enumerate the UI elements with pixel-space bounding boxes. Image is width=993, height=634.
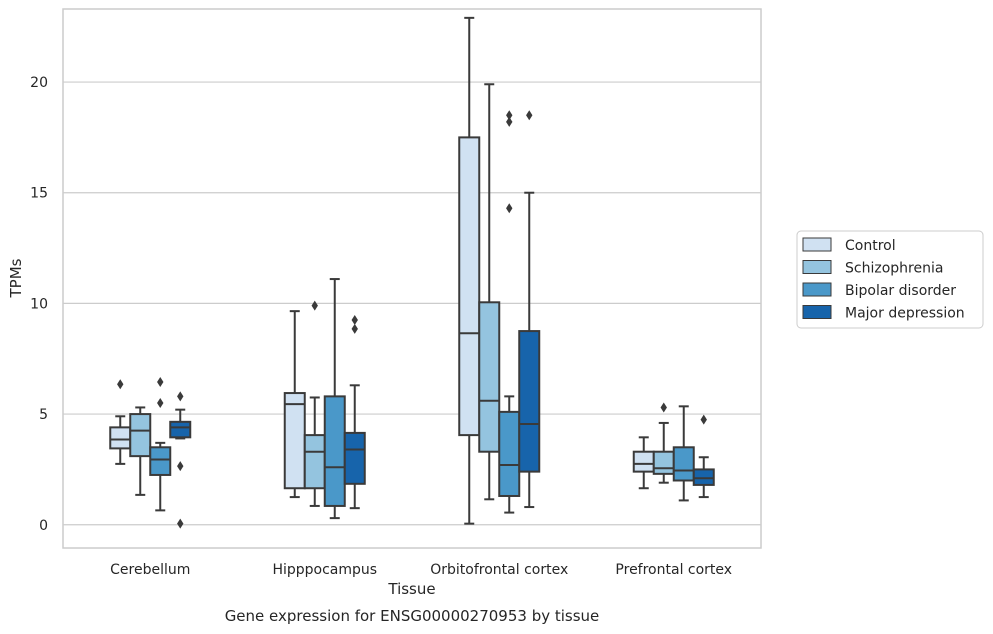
box <box>672 446 695 482</box>
box-group-orbitofrontal-cortex <box>458 16 541 525</box>
box <box>303 434 326 490</box>
box <box>129 413 152 458</box>
x-tick-label: Cerebellum <box>110 562 190 578</box>
outlier-point <box>506 116 513 127</box>
box-groups <box>109 16 715 529</box>
box <box>478 301 501 453</box>
outlier-point <box>506 203 513 214</box>
outlier-point <box>117 379 124 390</box>
outlier-point <box>157 398 164 409</box>
outlier-point <box>351 323 358 334</box>
legend-label: Control <box>845 238 896 254</box>
x-tick-label: Orbitofrontal cortex <box>430 562 568 578</box>
legend-swatch <box>802 260 832 274</box>
box <box>632 450 655 473</box>
box <box>149 446 172 476</box>
box <box>652 450 675 475</box>
y-tick-label: 20 <box>30 75 48 91</box>
box-group-cerebellum <box>109 376 192 529</box>
outlier-point <box>660 402 667 413</box>
y-tick-label: 15 <box>30 186 48 202</box>
legend-label: Major depression <box>845 306 965 322</box>
box-group-hipppocampus <box>283 278 366 520</box>
box <box>109 426 132 450</box>
y-tick-labels: 0 5 10 15 20 <box>30 75 48 534</box>
box <box>518 330 541 473</box>
box <box>169 420 192 439</box>
x-tick-labels: Cerebellum Hipppocampus Orbitofrontal cort… <box>110 562 732 578</box>
x-tick-label: Prefrontal cortex <box>615 562 732 578</box>
y-tick-label: 5 <box>39 407 48 423</box>
x-tick-label: Hipppocampus <box>272 562 377 578</box>
box <box>498 410 521 497</box>
legend-label: Bipolar disorder <box>845 283 956 299</box>
box-group-prefrontal-cortex <box>632 402 715 502</box>
y-axis-label: TPMs <box>7 258 25 298</box>
y-tick-label: 10 <box>30 296 48 312</box>
legend-frame <box>796 230 984 329</box>
box <box>323 395 346 507</box>
outlier-point <box>351 315 358 326</box>
box <box>343 431 366 485</box>
outlier-point <box>177 518 184 529</box>
outlier-point <box>526 110 533 121</box>
legend-swatch <box>802 237 832 252</box>
outlier-point <box>311 300 318 311</box>
legend-swatch <box>802 305 832 319</box>
plot-frame <box>62 8 762 549</box>
legend: Control Schizophrenia Bipolar disorder Majo… <box>796 230 984 329</box>
legend-swatch <box>802 282 832 297</box>
y-tick-label: 0 <box>39 518 48 534</box>
outlier-point <box>177 391 184 402</box>
chart-caption: Gene expression for ENSG00000270953 by t… <box>225 607 600 625</box>
x-axis-label: Tissue <box>387 580 435 598</box>
legend-label: Schizophrenia <box>845 261 943 277</box>
box <box>458 136 481 437</box>
box <box>692 468 715 486</box>
outlier-point <box>157 376 164 387</box>
outlier-point <box>700 414 707 425</box>
outlier-point <box>506 110 513 121</box>
box <box>283 392 306 490</box>
outlier-point <box>177 461 184 472</box>
